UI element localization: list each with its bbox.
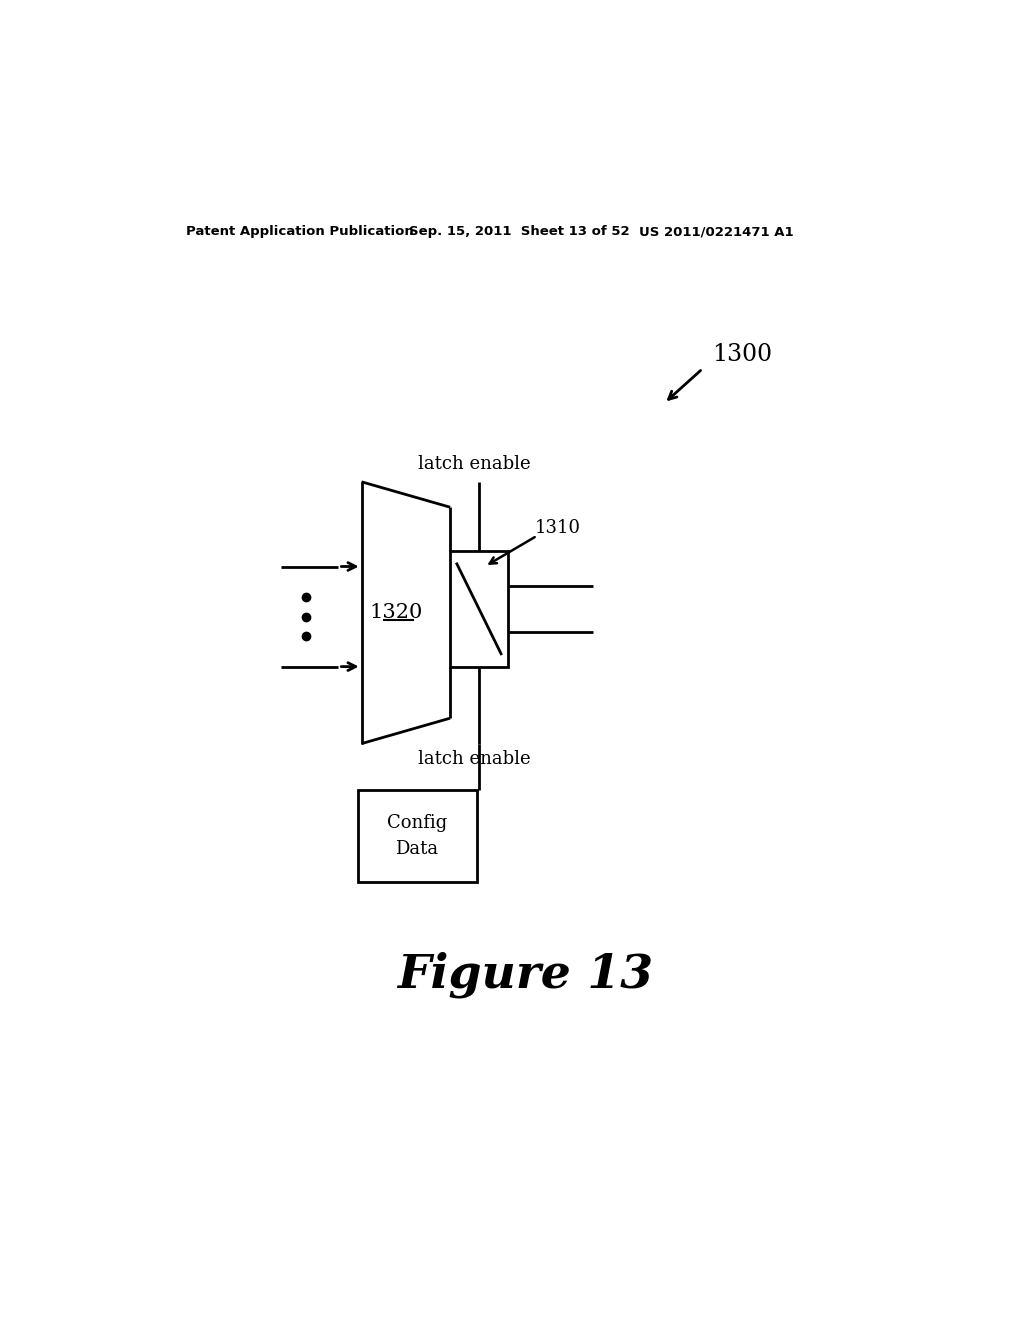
Text: Config
Data: Config Data — [387, 814, 447, 858]
Bar — [451, 552, 508, 667]
Text: Patent Application Publication: Patent Application Publication — [186, 224, 414, 238]
Bar — [357, 789, 477, 882]
Text: 1310: 1310 — [535, 519, 581, 537]
Text: latch enable: latch enable — [419, 454, 531, 473]
Text: latch enable: latch enable — [419, 750, 531, 768]
Text: US 2011/0221471 A1: US 2011/0221471 A1 — [639, 224, 794, 238]
Text: Sep. 15, 2011  Sheet 13 of 52: Sep. 15, 2011 Sheet 13 of 52 — [410, 224, 630, 238]
Text: Figure 13: Figure 13 — [396, 952, 653, 998]
Text: 1300: 1300 — [712, 343, 772, 366]
Text: 1320: 1320 — [370, 603, 423, 622]
